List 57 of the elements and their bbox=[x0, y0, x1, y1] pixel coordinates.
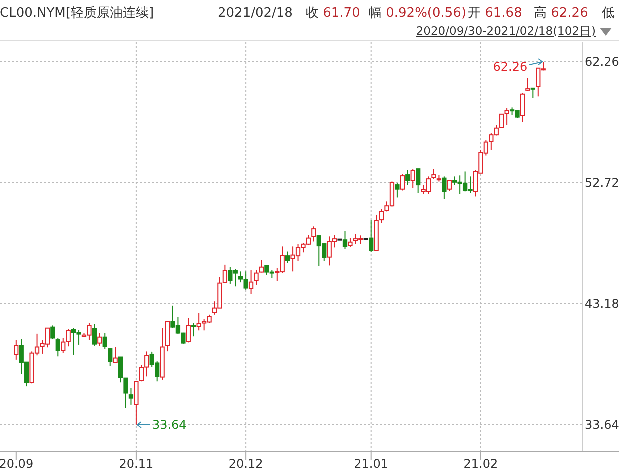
candlestick bbox=[500, 114, 504, 129]
candlestick bbox=[14, 340, 19, 360]
candlestick bbox=[342, 230, 348, 250]
candlestick bbox=[395, 182, 400, 198]
candlestick bbox=[406, 170, 410, 186]
text: 高 62.26 bbox=[534, 5, 588, 21]
candlestick bbox=[192, 322, 196, 338]
text: 低 bbox=[602, 6, 615, 21]
candlestick bbox=[98, 332, 102, 346]
candlestick bbox=[61, 338, 66, 354]
candlestick bbox=[108, 348, 113, 367]
x-tick-label: 20.12 bbox=[228, 457, 264, 471]
candlestick bbox=[66, 328, 71, 348]
x-tick-label: 20.11 bbox=[119, 457, 154, 471]
chart-subtitle: 2020/09/30-2021/02/18(102日) bbox=[416, 24, 596, 38]
candlestick bbox=[186, 318, 191, 344]
candlestick bbox=[442, 176, 447, 200]
candlestick bbox=[286, 251, 290, 264]
x-tick-label: 21.01 bbox=[354, 457, 389, 471]
candlestick bbox=[128, 388, 134, 406]
y-tick-label: 33.64 bbox=[585, 418, 619, 432]
candlestick bbox=[416, 168, 421, 194]
candlestick bbox=[348, 238, 353, 248]
candlestick bbox=[259, 260, 264, 274]
x-tick-label: 20.09 bbox=[0, 457, 34, 471]
candlestick bbox=[56, 338, 60, 358]
annotation: 33.64 bbox=[152, 418, 187, 432]
candlestick bbox=[369, 220, 374, 253]
candlestick bbox=[248, 270, 254, 295]
candlestick bbox=[530, 88, 536, 99]
annotation: 62.26 bbox=[493, 60, 528, 74]
y-tick-label: 43.18 bbox=[585, 297, 619, 312]
candlestick bbox=[113, 346, 118, 364]
x-tick-label: 21.02 bbox=[464, 457, 498, 471]
y-tick-label: 52.72 bbox=[585, 176, 619, 190]
candlestick bbox=[400, 174, 405, 192]
candlestick bbox=[222, 264, 228, 284]
candlestick bbox=[410, 168, 416, 189]
candlestick bbox=[118, 356, 124, 384]
y-tick-label: 62.26 bbox=[585, 55, 619, 70]
candlestick bbox=[520, 92, 526, 123]
candlestick bbox=[526, 78, 530, 92]
candlestick bbox=[447, 180, 452, 192]
text: 2021/02/18 bbox=[218, 6, 293, 21]
text: 开 61.68 bbox=[468, 6, 522, 21]
text: 收 61.70 bbox=[306, 6, 360, 21]
candlestick bbox=[124, 378, 128, 409]
chart-title: CL00.NYM[轻质原油连续] bbox=[0, 6, 154, 21]
candlestick bbox=[432, 168, 436, 180]
candlestick bbox=[102, 332, 108, 350]
candlestick bbox=[92, 324, 98, 346]
candlestick bbox=[165, 320, 170, 352]
text: 幅 0.92%(0.56) bbox=[369, 6, 467, 21]
candlestick bbox=[504, 108, 510, 126]
candlestick bbox=[254, 270, 259, 286]
candlestick bbox=[50, 325, 56, 340]
candlestick bbox=[312, 226, 316, 242]
